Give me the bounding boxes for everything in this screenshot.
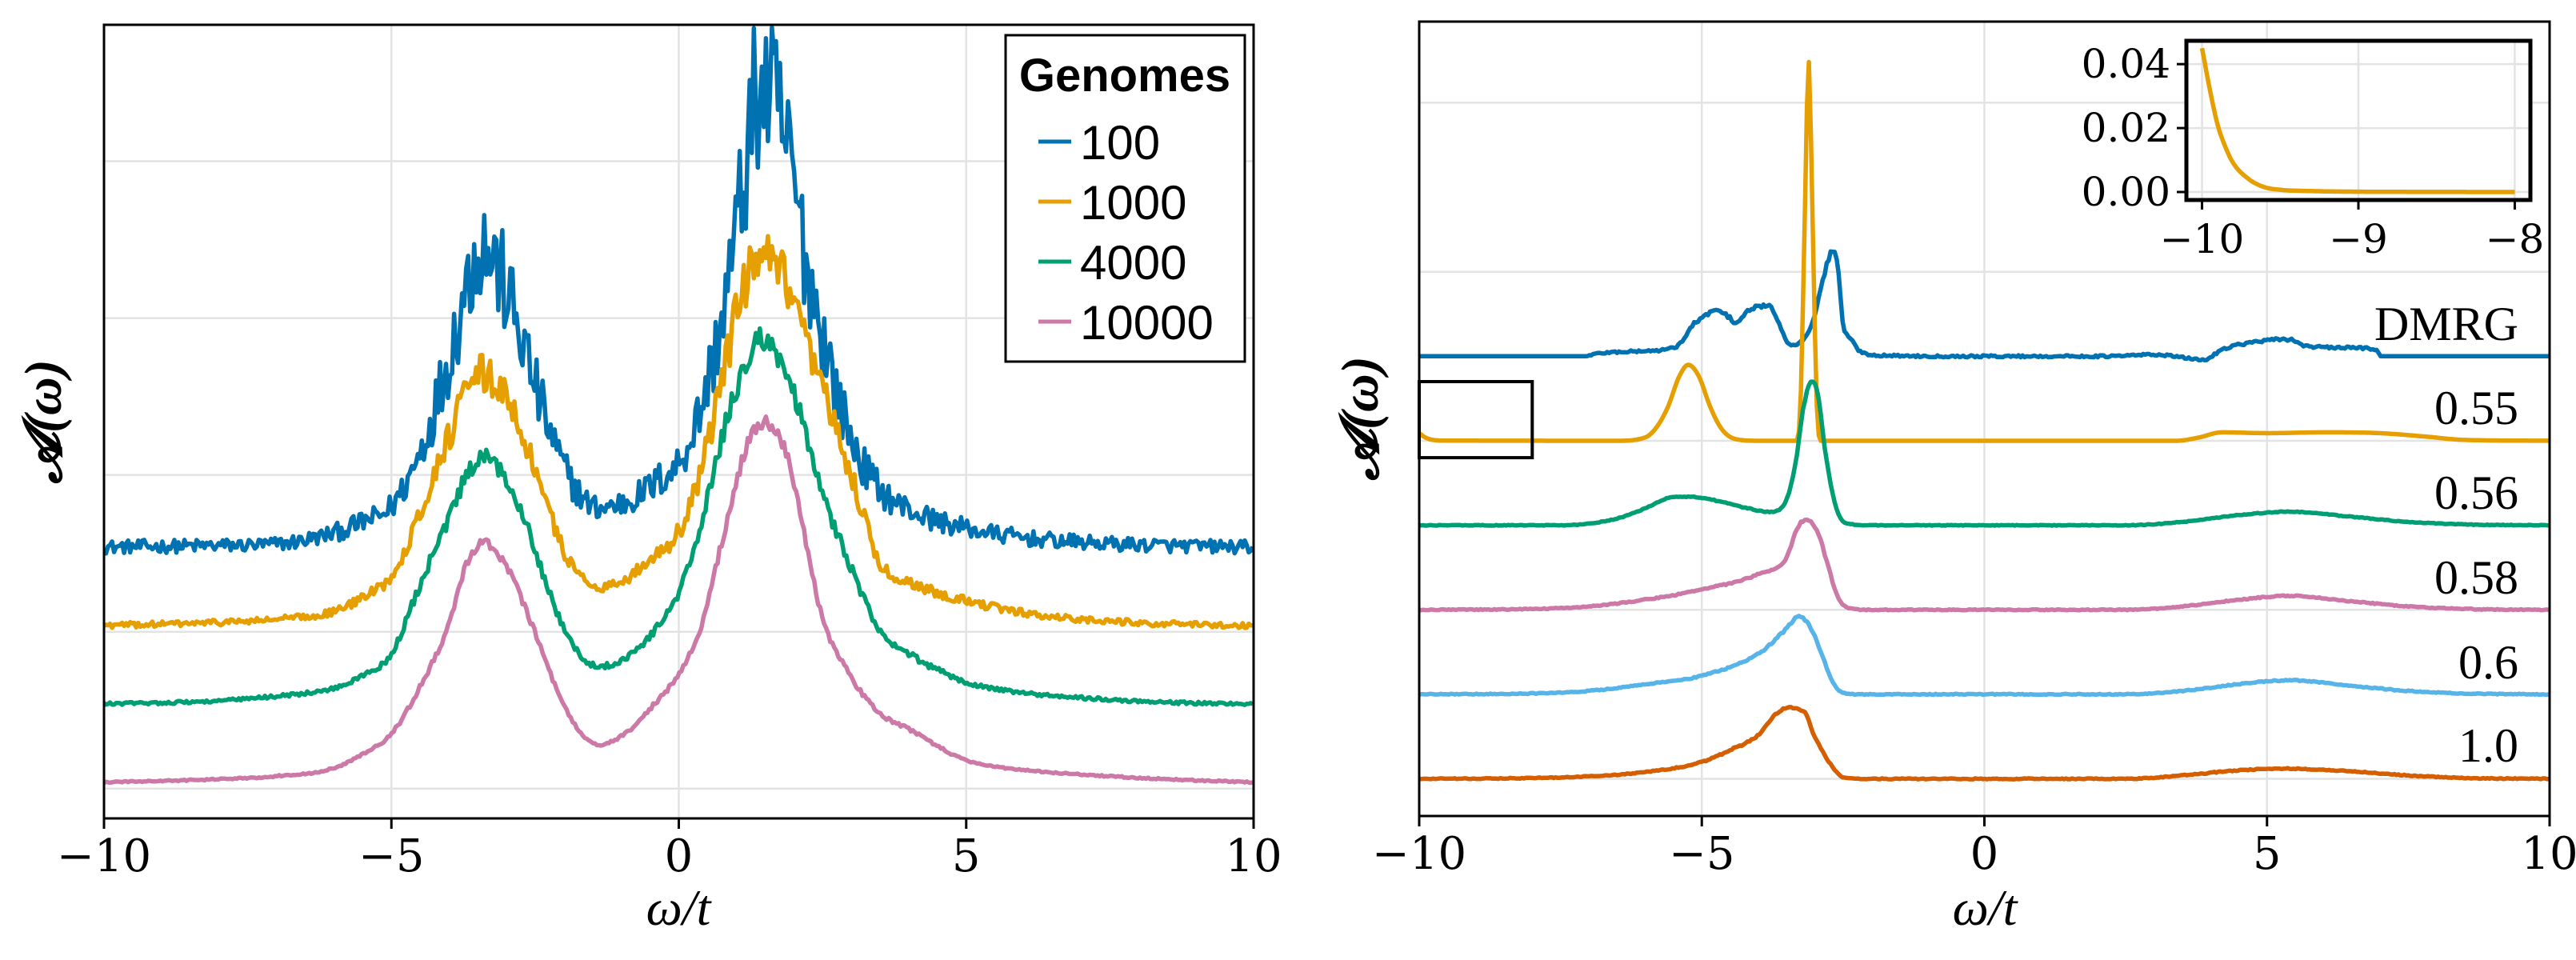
inset-x-tick-label: −10 bbox=[2160, 216, 2245, 262]
series-line-0-56 bbox=[1418, 379, 2550, 528]
inset-y-tick-label: 0.04 bbox=[2082, 41, 2170, 87]
x-tick-label: −10 bbox=[57, 830, 151, 882]
curve-label-0-55: 0.55 bbox=[2434, 382, 2518, 434]
left-x-ticks: −10 −5 0 5 10 bbox=[57, 818, 1282, 882]
legend-entry: 4000 bbox=[1038, 236, 1186, 290]
curve-label-0-6: 0.6 bbox=[2458, 636, 2518, 689]
inset-series-line bbox=[2199, 47, 2515, 194]
legend-entry: 1000 bbox=[1038, 176, 1186, 230]
inset-y-tick-label: 0.02 bbox=[2082, 105, 2170, 151]
inset-x-tick-label: −8 bbox=[2486, 216, 2545, 262]
legend-entry: 100 bbox=[1038, 116, 1160, 170]
legend-title: Genomes bbox=[1019, 50, 1230, 102]
series-line-100 bbox=[103, 25, 1255, 556]
legend-box bbox=[1004, 34, 1246, 363]
legend-entry: 10000 bbox=[1038, 296, 1214, 350]
inset-x-tick-label: −9 bbox=[2329, 216, 2388, 262]
right-y-axis-label: 𝓐(ω) bbox=[1331, 356, 1390, 481]
right-x-axis-label: ω/t bbox=[1953, 879, 2019, 936]
zoom-region-box bbox=[1418, 380, 1534, 460]
series-line-1000 bbox=[102, 234, 1254, 630]
left-y-axis-label: 𝓐(ω) bbox=[14, 359, 73, 484]
x-tick-label: −5 bbox=[358, 830, 425, 882]
series-line-10000 bbox=[102, 414, 1254, 786]
curve-label-1-0: 1.0 bbox=[2458, 719, 2518, 772]
inset-y-tick-label: 0.00 bbox=[2082, 169, 2170, 215]
x-tick-label: −5 bbox=[1669, 828, 1735, 880]
series-line-1-0 bbox=[1418, 705, 2550, 782]
series-line-dmrg bbox=[1418, 249, 2550, 363]
right-curves bbox=[1418, 59, 2550, 782]
curve-labels: DMRG 0.55 0.56 0.58 0.6 1.0 bbox=[2374, 298, 2518, 772]
series-line-0-6 bbox=[1418, 614, 2550, 698]
inset-plot: −10 −9 −8 0.00 0.02 0.04 bbox=[2082, 38, 2545, 262]
legend-label-100: 100 bbox=[1080, 116, 1160, 170]
left-curves bbox=[102, 25, 1255, 786]
curve-label-0-58: 0.58 bbox=[2434, 551, 2518, 604]
x-tick-label: 0 bbox=[1970, 828, 1999, 880]
legend-label-10000: 10000 bbox=[1080, 296, 1214, 350]
x-tick-label: 5 bbox=[952, 830, 981, 882]
series-line-0-55 bbox=[1418, 59, 2550, 443]
series-line-4000 bbox=[102, 326, 1254, 707]
legend-label-1000: 1000 bbox=[1080, 176, 1186, 230]
x-tick-label: 10 bbox=[2521, 828, 2576, 880]
legend-label-4000: 4000 bbox=[1080, 236, 1186, 290]
left-x-axis-label: ω/t bbox=[646, 879, 713, 936]
curve-label-0-56: 0.56 bbox=[2434, 466, 2518, 519]
x-tick-label: 0 bbox=[665, 830, 694, 882]
series-line-0-58 bbox=[1418, 517, 2550, 613]
left-panel: −10 −5 0 5 10 ω/t 𝓐(ω) Genomes 100 1000 4000… bbox=[14, 23, 1282, 936]
x-tick-label: −10 bbox=[1372, 828, 1466, 880]
right-panel: −10 −5 0 5 10 ω/t 𝓐(ω) DMRG 0.55 0.56 0.58 0… bbox=[1331, 20, 2576, 936]
curve-label-dmrg: DMRG bbox=[2374, 298, 2518, 350]
inset-ticks: −10 −9 −8 0.00 0.02 0.04 bbox=[2082, 41, 2545, 262]
inset-curves bbox=[2199, 47, 2515, 194]
right-x-ticks: −10 −5 0 5 10 bbox=[1372, 816, 2576, 880]
x-tick-label: 10 bbox=[1225, 830, 1282, 882]
legend: Genomes 100 1000 4000 10000 bbox=[1004, 34, 1246, 363]
x-tick-label: 5 bbox=[2253, 828, 2282, 880]
